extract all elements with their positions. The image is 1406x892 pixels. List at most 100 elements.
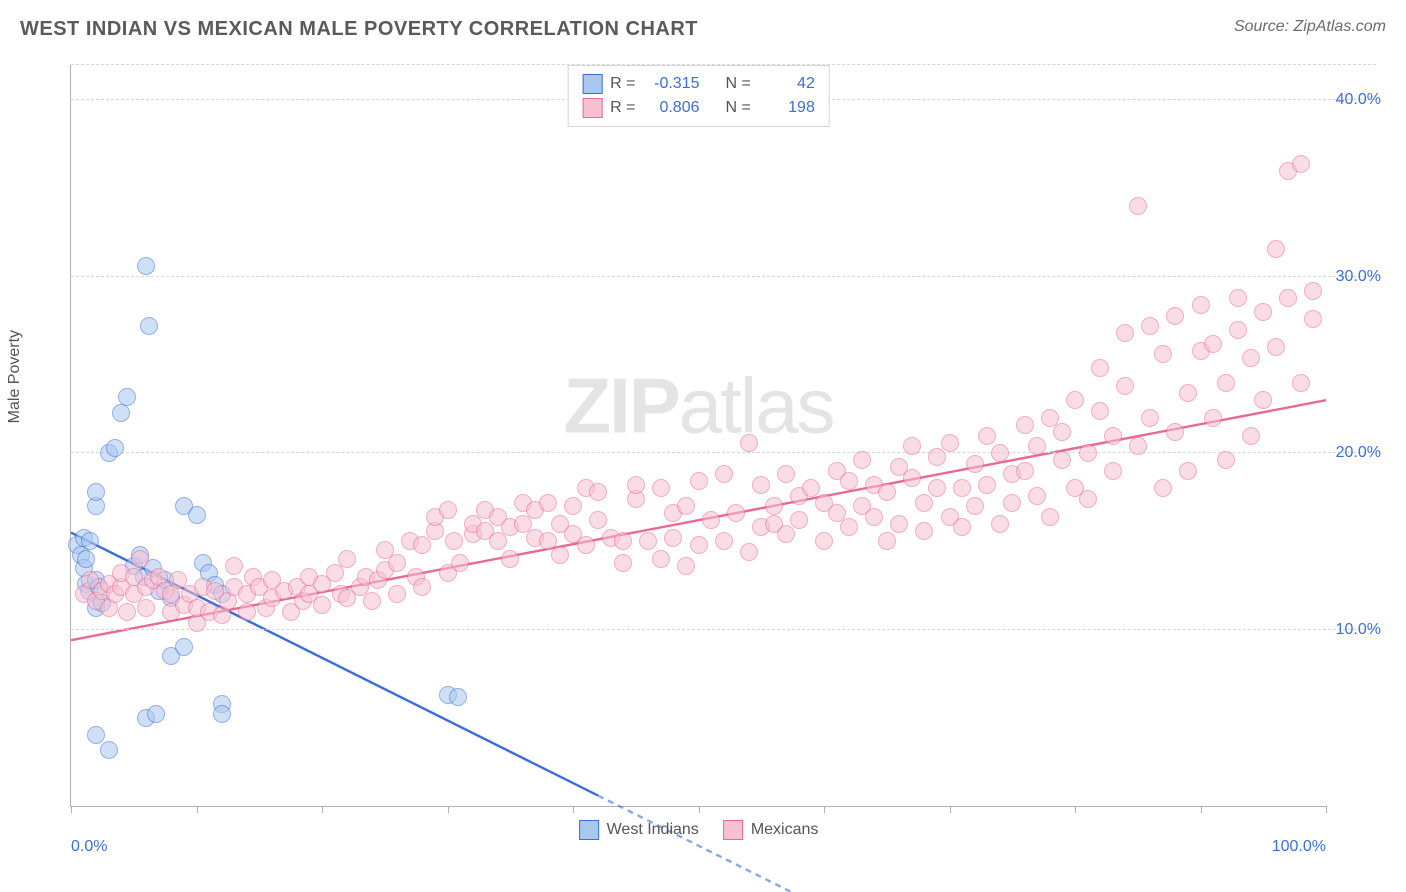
data-point [539, 494, 557, 512]
data-point [991, 515, 1009, 533]
x-tick [322, 806, 323, 813]
data-point [865, 508, 883, 526]
header: WEST INDIAN VS MEXICAN MALE POVERTY CORR… [0, 0, 1406, 41]
data-point [589, 511, 607, 529]
data-point [577, 536, 595, 554]
data-point [1066, 391, 1084, 409]
data-point [1079, 444, 1097, 462]
data-point [991, 444, 1009, 462]
data-point [1242, 427, 1260, 445]
data-point [225, 557, 243, 575]
data-point [118, 388, 136, 406]
r-value: -0.315 [644, 72, 700, 96]
data-point [1016, 416, 1034, 434]
data-point [589, 483, 607, 501]
data-point [1166, 423, 1184, 441]
data-point [1267, 240, 1285, 258]
data-point [388, 554, 406, 572]
data-point [677, 557, 695, 575]
data-point [413, 536, 431, 554]
data-point [1154, 479, 1172, 497]
data-point [1192, 296, 1210, 314]
data-point [1254, 391, 1272, 409]
y-tick-label: 40.0% [1336, 91, 1381, 109]
data-point [853, 451, 871, 469]
data-point [1254, 303, 1272, 321]
legend-item: Mexicans [723, 820, 819, 840]
data-point [1053, 451, 1071, 469]
data-point [1016, 462, 1034, 480]
plot-area: ZIPatlas R =-0.315N =42R =0.806N =198 We… [70, 65, 1326, 807]
data-point [840, 518, 858, 536]
data-point [564, 497, 582, 515]
source-label: Source: ZipAtlas.com [1234, 18, 1386, 36]
data-point [1141, 409, 1159, 427]
data-point [1091, 402, 1109, 420]
x-tick-label: 100.0% [1272, 838, 1326, 856]
data-point [1104, 462, 1122, 480]
data-point [790, 511, 808, 529]
r-label: R = [610, 72, 635, 96]
data-point [1304, 282, 1322, 300]
data-point [978, 476, 996, 494]
data-point [338, 550, 356, 568]
data-point [137, 257, 155, 275]
data-point [81, 532, 99, 550]
swatch-icon [582, 74, 602, 94]
data-point [501, 550, 519, 568]
data-point [953, 518, 971, 536]
data-point [903, 437, 921, 455]
x-tick [1075, 806, 1076, 813]
data-point [1204, 409, 1222, 427]
data-point [1129, 197, 1147, 215]
data-point [941, 434, 959, 452]
data-point [1242, 349, 1260, 367]
data-point [1217, 374, 1235, 392]
y-tick-label: 30.0% [1336, 268, 1381, 286]
data-point [1129, 437, 1147, 455]
data-point [77, 550, 95, 568]
data-point [1154, 345, 1172, 363]
data-point [1104, 427, 1122, 445]
data-point [147, 705, 165, 723]
legend-label: West Indians [607, 821, 699, 839]
swatch-icon [723, 820, 743, 840]
data-point [928, 479, 946, 497]
gridline [71, 629, 1376, 630]
data-point [326, 564, 344, 582]
data-point [313, 596, 331, 614]
data-point [777, 465, 795, 483]
data-point [727, 504, 745, 522]
x-tick [699, 806, 700, 813]
data-point [639, 532, 657, 550]
data-point [777, 525, 795, 543]
legend-bottom: West Indians Mexicans [579, 820, 819, 840]
data-point [451, 554, 469, 572]
data-point [1267, 338, 1285, 356]
gridline [71, 276, 1376, 277]
swatch-icon [582, 98, 602, 118]
x-tick [824, 806, 825, 813]
data-point [449, 688, 467, 706]
watermark: ZIPatlas [563, 360, 833, 451]
data-point [1279, 289, 1297, 307]
y-axis-label: Male Poverty [6, 330, 24, 423]
data-point [966, 455, 984, 473]
data-point [690, 472, 708, 490]
swatch-icon [579, 820, 599, 840]
data-point [140, 317, 158, 335]
data-point [445, 532, 463, 550]
data-point [1179, 462, 1197, 480]
data-point [388, 585, 406, 603]
data-point [1003, 494, 1021, 512]
data-point [903, 469, 921, 487]
data-point [677, 497, 695, 515]
data-point [1229, 289, 1247, 307]
data-point [664, 529, 682, 547]
data-point [213, 705, 231, 723]
n-value: 198 [759, 96, 815, 120]
data-point [1204, 335, 1222, 353]
data-point [1166, 307, 1184, 325]
legend-label: Mexicans [751, 821, 819, 839]
data-point [878, 483, 896, 501]
